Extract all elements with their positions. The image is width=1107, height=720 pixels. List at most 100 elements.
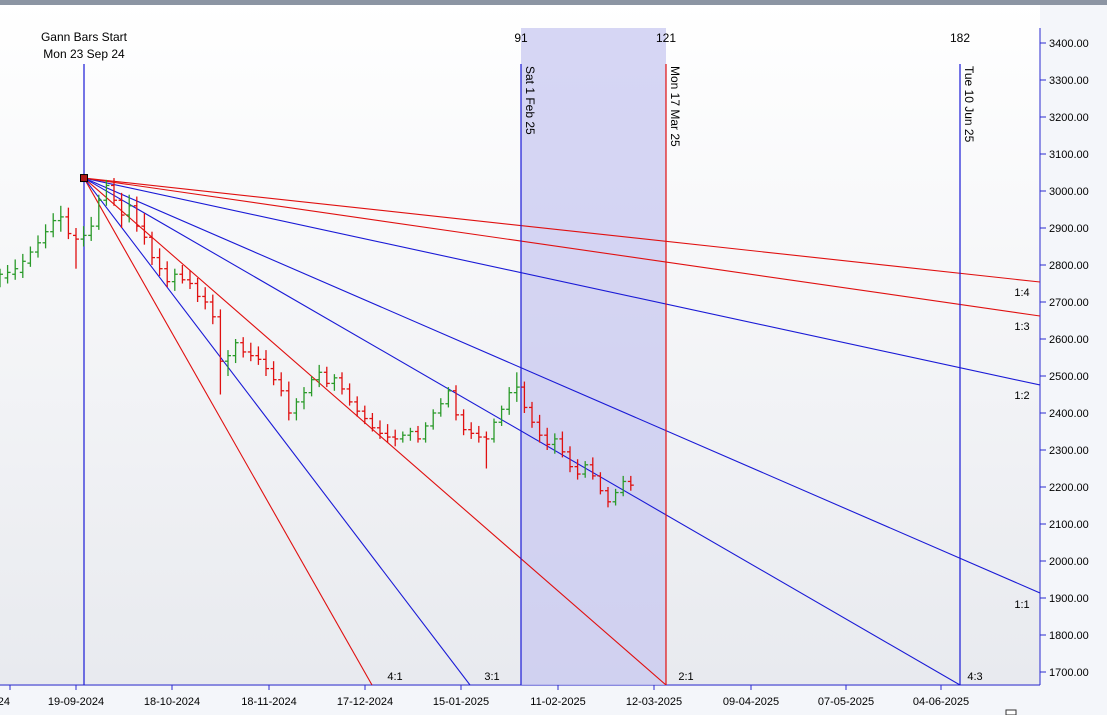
ohlc-bar — [164, 261, 171, 288]
ohlc-bar — [574, 459, 581, 480]
ohlc-bar — [605, 487, 611, 508]
ohlc-bar — [247, 342, 254, 362]
ohlc-bar — [392, 429, 399, 447]
ohlc-bar — [111, 178, 117, 206]
time-marker-date: Tue 10 Jun 25 — [962, 66, 976, 143]
ohlc-bar — [627, 475, 634, 491]
ohlc-bar — [202, 287, 209, 310]
fan-line-4-1 — [83, 177, 373, 685]
ohlc-bar — [19, 253, 26, 278]
ohlc-bar — [506, 387, 513, 415]
ohlc-bar — [354, 396, 361, 417]
fan-line-1-2 — [83, 177, 1040, 386]
ohlc-bar — [194, 277, 201, 302]
ohlc-bar — [536, 414, 543, 443]
ohlc-bar — [12, 259, 19, 280]
ohlc-bar — [35, 235, 41, 258]
x-tick-label: 11-02-2025 — [530, 696, 585, 708]
ohlc-bar — [475, 425, 482, 443]
highlight-range — [521, 28, 666, 685]
scroll-handle[interactable] — [1005, 709, 1017, 716]
x-tick-label: 18-11-2024 — [241, 696, 296, 708]
ohlc-bar — [323, 366, 330, 388]
ohlc-bar — [491, 418, 497, 443]
y-tick-label: 2700.00 — [1049, 297, 1089, 309]
price-bars — [0, 178, 634, 508]
ohlc-bar — [521, 381, 528, 413]
x-tick-label: 04-06-2025 — [913, 696, 969, 708]
ohlc-bar — [103, 179, 110, 206]
fan-line-2-1 — [83, 177, 667, 685]
top-frame-bar — [0, 0, 1107, 5]
ohlc-bar — [483, 431, 490, 469]
ohlc-bar — [133, 196, 140, 232]
y-tick-label: 3100.00 — [1049, 149, 1089, 161]
ohlc-bar — [559, 431, 566, 458]
y-tick-label: 2500.00 — [1049, 371, 1089, 383]
fan-ratio-label: 4:1 — [387, 671, 402, 683]
ohlc-bar — [369, 413, 376, 432]
ohlc-bar — [498, 405, 505, 426]
fan-line-1-3 — [83, 177, 1040, 317]
x-axis: 24 19-09-2024 18-10-2024 18-11-2024 17-12-20… — [0, 685, 969, 708]
y-tick-label: 2900.00 — [1049, 223, 1089, 235]
ohlc-bar — [460, 409, 467, 436]
ohlc-bar — [0, 268, 3, 288]
ohlc-bar — [95, 194, 102, 230]
ohlc-bar — [263, 350, 269, 376]
fan-ratio-labels: 4:1 3:1 2:1 4:3 1:1 1:2 1:3 1:4 — [387, 287, 1029, 683]
ohlc-bar — [73, 228, 79, 269]
ohlc-bar — [582, 461, 589, 478]
ohlc-bar — [57, 205, 64, 232]
ohlc-bar — [126, 194, 133, 223]
ohlc-bar — [551, 433, 558, 454]
y-tick-label: 2600.00 — [1049, 334, 1089, 346]
ohlc-bar — [80, 226, 87, 247]
time-marker-count: 91 — [514, 31, 528, 45]
ohlc-bar — [377, 420, 383, 439]
x-tick-label: 07-05-2025 — [818, 696, 874, 708]
ohlc-bar — [597, 472, 604, 495]
ohlc-bar — [612, 488, 619, 506]
ohlc-bar — [407, 427, 414, 441]
ohlc-bar — [187, 270, 193, 290]
fan-line-3-1 — [83, 177, 471, 685]
ohlc-bar — [240, 337, 247, 358]
ohlc-bar — [42, 224, 49, 249]
ohlc-bar — [468, 422, 475, 439]
y-tick-label: 2200.00 — [1049, 482, 1089, 494]
ohlc-bar — [339, 372, 345, 395]
ohlc-bar — [118, 192, 125, 228]
time-marker-date: Sat 1 Feb 25 — [523, 66, 537, 135]
x-tick-label: 15-01-2025 — [433, 696, 489, 708]
fan-ratio-label: 2:1 — [678, 671, 693, 683]
y-tick-label: 2000.00 — [1049, 556, 1089, 568]
gann-start-title: Gann Bars Start — [41, 30, 128, 44]
ohlc-bar — [384, 424, 391, 443]
ohlc-bar — [361, 405, 368, 425]
time-marker-count: 182 — [950, 31, 970, 45]
gann-origin-marker[interactable] — [80, 174, 88, 183]
ohlc-bar — [316, 364, 323, 388]
fan-ratio-label: 1:1 — [1014, 599, 1029, 611]
ohlc-bar — [331, 374, 338, 391]
x-tick-label: 17-12-2024 — [337, 696, 393, 708]
ohlc-bar — [620, 475, 627, 497]
ohlc-bar — [415, 425, 421, 443]
ohlc-bar — [209, 294, 216, 325]
fan-line-1-1 — [83, 177, 1040, 594]
ohlc-bar — [513, 372, 520, 402]
time-marker-count: 121 — [656, 31, 676, 45]
ohlc-bar — [50, 213, 57, 238]
bottom-axis-panel — [0, 686, 1040, 715]
ohlc-bar — [141, 213, 148, 245]
y-tick-label: 3200.00 — [1049, 112, 1089, 124]
fan-ratio-label: 1:4 — [1014, 287, 1029, 299]
ohlc-bar — [437, 398, 444, 417]
y-tick-label: 3400.00 — [1049, 38, 1089, 50]
ohlc-bar — [544, 427, 551, 450]
y-tick-label: 2800.00 — [1049, 260, 1089, 272]
y-axis: 1700.00 1800.00 1900.00 2000.00 2100.00 2200.… — [1040, 38, 1089, 679]
